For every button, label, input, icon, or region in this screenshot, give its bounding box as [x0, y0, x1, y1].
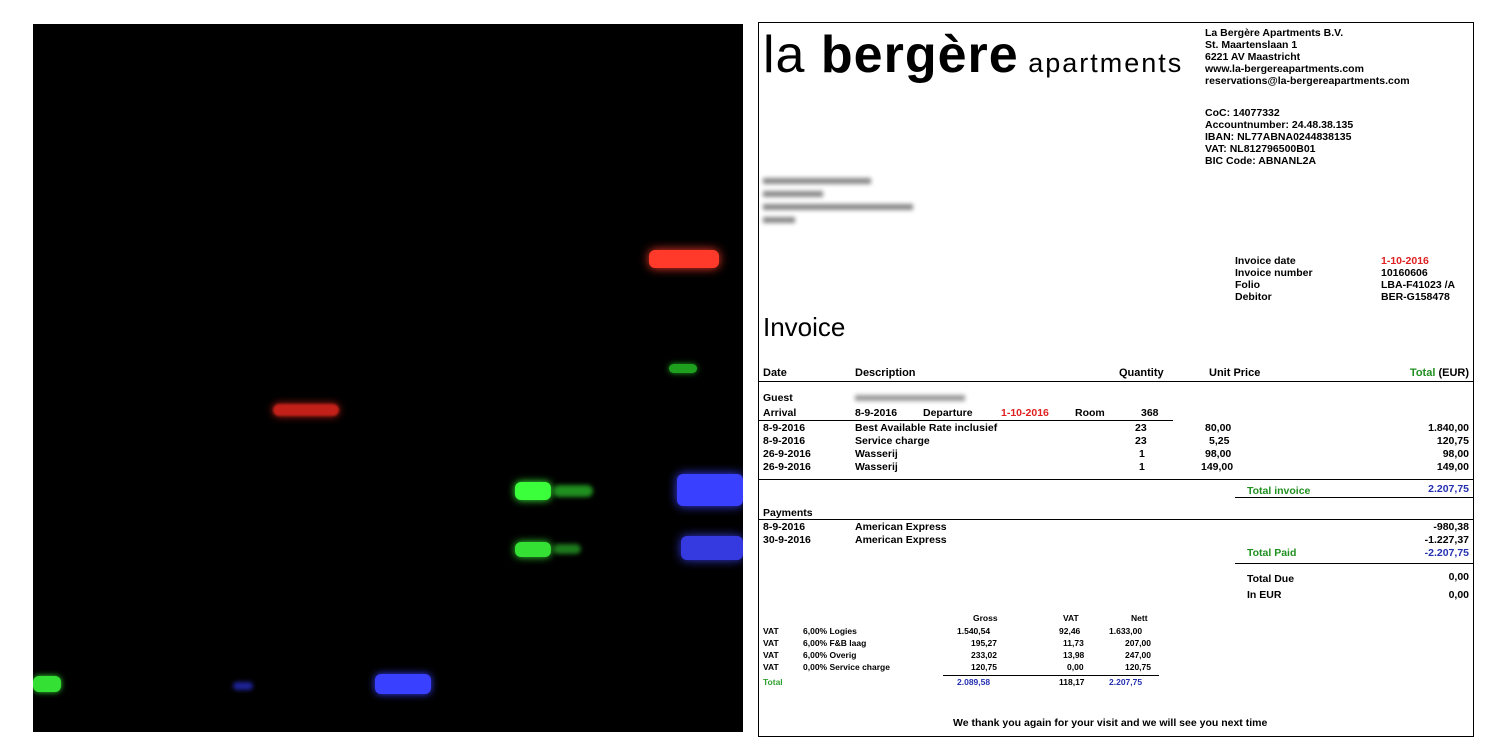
departure-date: 1-10-2016	[1001, 407, 1049, 419]
total-paid-label: Total Paid	[1247, 547, 1297, 559]
in-eur-label: In EUR	[1247, 589, 1282, 601]
invoice-title: Invoice	[763, 312, 846, 342]
arrival-rule	[759, 420, 1173, 421]
room-label: Room	[1075, 407, 1105, 419]
vat-vat-header: VAT	[1063, 613, 1079, 623]
total-due-value: 0,00	[1448, 571, 1469, 583]
vat-nett-header: Nett	[1131, 613, 1148, 623]
payments-label: Payments	[763, 507, 813, 519]
redacted-customer-address	[763, 175, 913, 223]
total-due-label: Total Due	[1247, 573, 1295, 585]
col-unit-price-header: Unit Price	[1209, 367, 1261, 379]
invoice-date: 1-10-2016	[1381, 255, 1429, 267]
green-band	[553, 485, 593, 497]
guest-label: Guest	[763, 392, 793, 404]
departure-label: Departure	[923, 407, 973, 419]
gel-blot-image	[33, 24, 743, 732]
room-number: 368	[1141, 407, 1159, 419]
arrival-label: Arrival	[763, 407, 797, 419]
footer-message: We thank you again for your visit and we…	[953, 717, 1268, 729]
blue-band	[375, 674, 431, 694]
col-date-header: Date	[763, 367, 787, 379]
blue-band	[677, 474, 743, 506]
green-band	[33, 676, 61, 692]
blue-band	[233, 682, 253, 690]
total-invoice-value: 2.207,75	[1428, 483, 1469, 495]
green-band	[669, 364, 697, 373]
invoice-number: 10160606	[1381, 267, 1428, 279]
company-registry: CoC: 14077332 Accountnumber: 24.48.38.13…	[1205, 107, 1354, 167]
green-band	[515, 482, 551, 500]
green-band	[553, 544, 581, 554]
green-band	[515, 542, 551, 557]
redacted-guest-name	[855, 395, 965, 401]
company-logo: la bergère apartments	[763, 26, 1184, 84]
company-address: La Bergère Apartments B.V. St. Maartensl…	[1205, 27, 1410, 87]
arrival-date: 8-9-2016	[855, 407, 898, 419]
lines-rule	[759, 479, 1473, 480]
invoice-meta-labels: Invoice date Invoice number Folio Debito…	[1235, 255, 1313, 303]
red-band	[273, 404, 339, 416]
total-invoice-rule	[1235, 497, 1473, 498]
invoice-document: la bergère apartments La Bergère Apartme…	[758, 22, 1474, 737]
total-paid-value: -2.207,75	[1424, 547, 1469, 559]
debitor-number: BER-G158478	[1381, 291, 1450, 303]
in-eur-value: 0,00	[1448, 589, 1469, 601]
total-invoice-label: Total invoice	[1247, 485, 1311, 497]
invoice-meta-values: 1-10-2016 10160606 LBA-F41023 /A BER-G15…	[1381, 255, 1455, 303]
red-band	[649, 250, 719, 268]
total-paid-rule	[1235, 563, 1473, 564]
col-total-header: Total (EUR)	[1409, 367, 1469, 379]
blue-band	[681, 536, 743, 560]
header-rule	[759, 381, 1473, 382]
payments-rule	[759, 519, 1473, 520]
col-description-header: Description	[855, 367, 916, 379]
vat-total-rule	[943, 675, 1159, 676]
vat-gross-header: Gross	[973, 613, 998, 623]
folio-number: LBA-F41023 /A	[1381, 279, 1456, 291]
col-quantity-header: Quantity	[1119, 367, 1164, 379]
